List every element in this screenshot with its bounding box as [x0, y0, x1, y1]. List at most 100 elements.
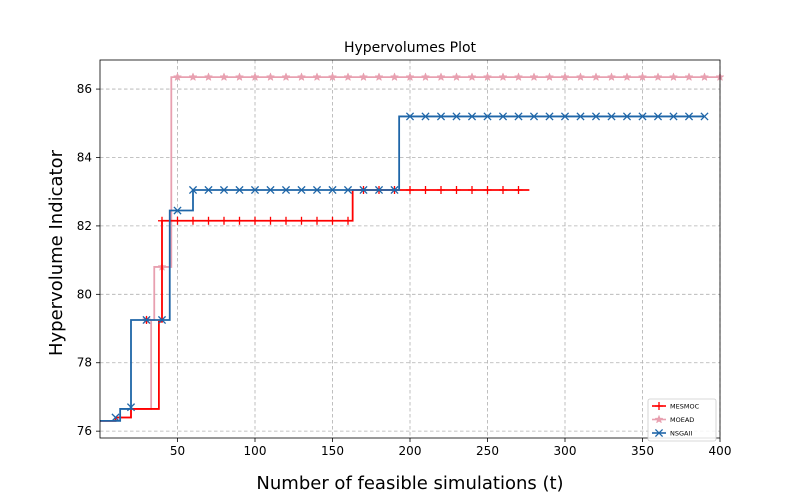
- data-point-moead: [498, 72, 508, 82]
- x-marker-b: [359, 185, 368, 195]
- data-point-nsgaii: [343, 185, 353, 195]
- x-tick-label: 300: [554, 444, 577, 458]
- data-point-nsgaii: [173, 206, 182, 215]
- data-point-mesmoc: [220, 216, 228, 225]
- x-marker-b: [219, 185, 229, 195]
- legend: MESMOC MOEAD NSGAII: [647, 398, 717, 442]
- data-point-mesmoc: [468, 185, 476, 194]
- x-tick-label: 50: [170, 444, 185, 458]
- x-marker-b: [266, 185, 275, 195]
- x-marker-b: [297, 185, 306, 195]
- data-point-moead: [405, 72, 415, 82]
- data-point-nsgaii: [622, 112, 632, 121]
- data-point-mesmoc: [266, 216, 275, 225]
- data-point-mesmoc: [282, 216, 290, 225]
- data-point-mesmoc: [344, 216, 352, 225]
- series-nsgaii: [100, 112, 709, 422]
- data-point-moead: [606, 72, 617, 82]
- data-point-nsgaii: [204, 185, 213, 195]
- data-point-nsgaii: [514, 112, 523, 121]
- x-marker-b: [576, 112, 585, 121]
- data-point-moead: [343, 72, 353, 82]
- data-point-nsgaii: [653, 112, 663, 121]
- y-tick-label: 82: [77, 219, 92, 233]
- data-point-moead: [622, 72, 632, 82]
- x-tick-label: 100: [244, 444, 267, 458]
- data-point-nsgaii: [266, 185, 275, 195]
- data-point-mesmoc: [204, 216, 213, 225]
- x-marker-b: [405, 112, 415, 121]
- data-point-nsgaii: [281, 185, 291, 195]
- data-point-nsgaii: [219, 185, 229, 195]
- x-marker-b: [111, 413, 120, 422]
- data-point-nsgaii: [576, 112, 585, 121]
- x-marker-b: [514, 112, 523, 121]
- data-point-moead: [653, 72, 663, 82]
- legend-marker: [654, 414, 664, 424]
- x-marker-b: [374, 185, 384, 195]
- y-tick-label: 80: [77, 287, 92, 301]
- data-point-nsgaii: [250, 185, 260, 195]
- data-point-moead: [312, 72, 322, 82]
- x-marker-b: [638, 112, 647, 121]
- x-marker-b: [591, 112, 601, 121]
- data-point-moead: [668, 72, 679, 82]
- data-point-nsgaii: [452, 112, 461, 121]
- data-point-moead: [188, 72, 198, 82]
- y-tick-label: 78: [77, 356, 92, 370]
- series-mesmoc: [100, 185, 530, 422]
- data-point-moead: [203, 72, 214, 82]
- data-point-nsgaii: [436, 112, 446, 121]
- data-point-moead: [560, 72, 570, 82]
- x-marker-b: [328, 185, 337, 195]
- x-marker-b: [173, 206, 182, 215]
- x-marker-b: [204, 185, 213, 195]
- data-point-mesmoc: [297, 216, 306, 225]
- x-marker-b: [188, 185, 198, 195]
- data-point-nsgaii: [390, 185, 399, 195]
- data-point-nsgaii: [638, 112, 647, 121]
- axis-ticks: 50 100 150 200 250 300 350 400 76 78 80 82 84 86: [77, 82, 732, 458]
- x-tick-label: 150: [321, 444, 344, 458]
- data-point-moead: [420, 72, 431, 82]
- legend-label: NSGAII: [670, 429, 692, 437]
- series-line-nsgaii: [100, 115, 705, 422]
- x-tick-label: 250: [476, 444, 499, 458]
- data-point-mesmoc: [406, 185, 414, 194]
- y-tick-label: 84: [77, 150, 92, 164]
- data-point-nsgaii: [111, 413, 120, 422]
- series-moead: [100, 72, 725, 422]
- data-point-nsgaii: [126, 403, 136, 412]
- data-point-nsgaii: [560, 112, 570, 121]
- series-line-mesmoc: [100, 189, 530, 422]
- data-point-nsgaii: [700, 112, 709, 121]
- series-layer: [100, 72, 725, 422]
- y-tick-label: 86: [77, 82, 92, 96]
- data-point-moead: [699, 72, 710, 82]
- x-marker-b: [653, 112, 663, 121]
- data-point-nsgaii: [188, 185, 198, 195]
- data-point-nsgaii: [591, 112, 601, 121]
- data-point-nsgaii: [405, 112, 415, 121]
- data-point-moead: [281, 72, 291, 82]
- data-point-nsgaii: [421, 112, 430, 121]
- data-point-nsgaii: [312, 185, 322, 195]
- x-marker-b: [452, 112, 461, 121]
- x-marker-b: [235, 185, 244, 195]
- data-point-moead: [327, 72, 338, 82]
- data-point-nsgaii: [142, 315, 151, 325]
- data-point-nsgaii: [359, 185, 368, 195]
- data-point-moead: [296, 72, 307, 82]
- data-point-mesmoc: [235, 216, 244, 225]
- x-marker-b: [281, 185, 291, 195]
- x-marker-b: [142, 315, 151, 325]
- legend-entry-moead: MOEAD: [652, 414, 694, 424]
- data-point-nsgaii: [498, 112, 508, 121]
- data-point-moead: [684, 72, 694, 82]
- data-point-nsgaii: [235, 185, 244, 195]
- data-point-moead: [591, 72, 601, 82]
- data-point-moead: [436, 72, 446, 82]
- data-point-nsgaii: [607, 112, 616, 121]
- data-point-moead: [637, 72, 648, 82]
